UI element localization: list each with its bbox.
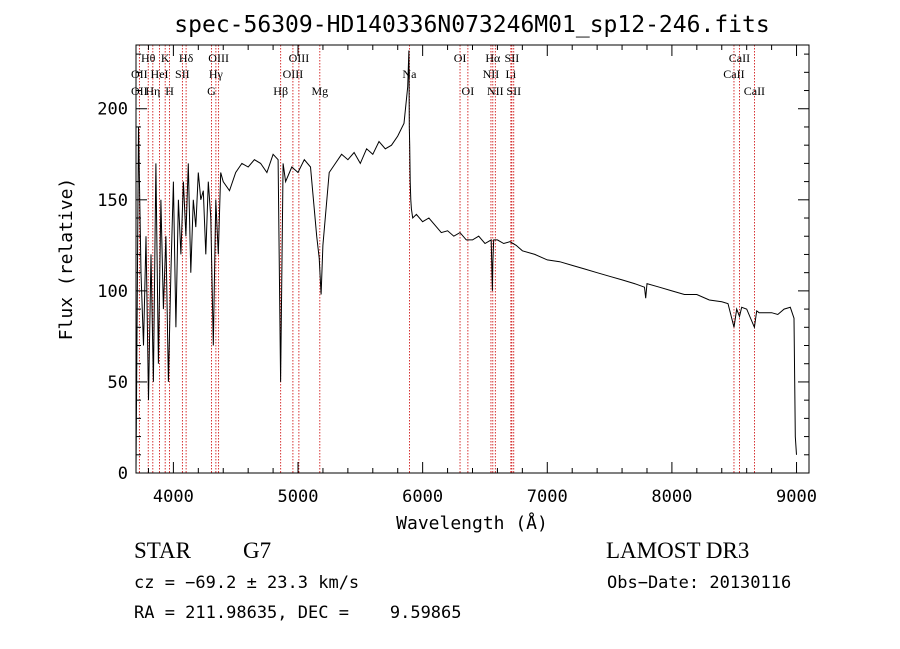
x-tick-label: 8000 (651, 487, 692, 507)
chart-title: spec-56309-HD140336N073246M01_sp12-246.f… (174, 12, 769, 38)
line-label: HeI (151, 67, 169, 81)
y-tick-label: 150 (97, 191, 128, 211)
x-tick-label: 7000 (527, 487, 568, 507)
y-tick-label: 100 (97, 282, 128, 302)
survey-name: LAMOST DR3 (606, 538, 750, 563)
x-tick-label: 5000 (278, 487, 319, 507)
coordinates: RA = 211.98635, DEC = 9.59865 (134, 603, 462, 623)
line-label: OIII (289, 51, 310, 65)
x-axis-label: Wavelength (Å) (396, 512, 548, 534)
observation-date: Obs−Date: 20130116 (607, 573, 792, 593)
y-axis-ticks: 0 50 100 150 200 (97, 53, 809, 484)
y-tick-label: 0 (118, 464, 128, 484)
spectral-line-markers (138, 45, 755, 473)
redshift-velocity: cz = −69.2 ± 23.3 km/s (134, 573, 360, 593)
line-label: NII (483, 67, 500, 81)
line-label: G (207, 84, 216, 98)
line-label: Hα (485, 51, 501, 65)
line-label: SII (505, 51, 520, 65)
line-label: Hβ (273, 84, 288, 98)
flux-spectrum-line (135, 50, 797, 474)
line-label: CaII (729, 51, 750, 65)
line-label: NII (487, 84, 504, 98)
line-label: Hη (145, 84, 160, 98)
line-label: CaII (723, 67, 744, 81)
line-label: OIII (283, 67, 304, 81)
object-subclass: G7 (243, 538, 272, 563)
line-label: H (165, 84, 174, 98)
line-label: OIII (208, 51, 229, 65)
line-label: Hδ (179, 51, 194, 65)
line-label: Li (506, 67, 517, 81)
line-label: Hθ (141, 51, 156, 65)
line-label: Na (402, 67, 417, 81)
y-tick-label: 50 (108, 373, 128, 393)
line-label: OII (131, 67, 148, 81)
x-axis-ticks: 4000 5000 6000 7000 8000 9000 (147, 45, 817, 507)
line-label: SII (506, 84, 521, 98)
line-label: K (161, 51, 170, 65)
line-label: Hγ (209, 67, 224, 81)
plot-frame (135, 44, 810, 474)
line-label: CaII (744, 84, 765, 98)
line-label: Mg (311, 84, 328, 98)
line-label: SII (175, 67, 190, 81)
line-label: OI (462, 84, 475, 98)
y-axis-label: Flux (relative) (56, 178, 77, 341)
line-label: OI (454, 51, 467, 65)
x-tick-label: 4000 (153, 487, 194, 507)
object-class: STAR (134, 538, 191, 563)
y-tick-label: 200 (97, 100, 128, 120)
x-tick-label: 9000 (776, 487, 817, 507)
x-tick-label: 6000 (402, 487, 443, 507)
